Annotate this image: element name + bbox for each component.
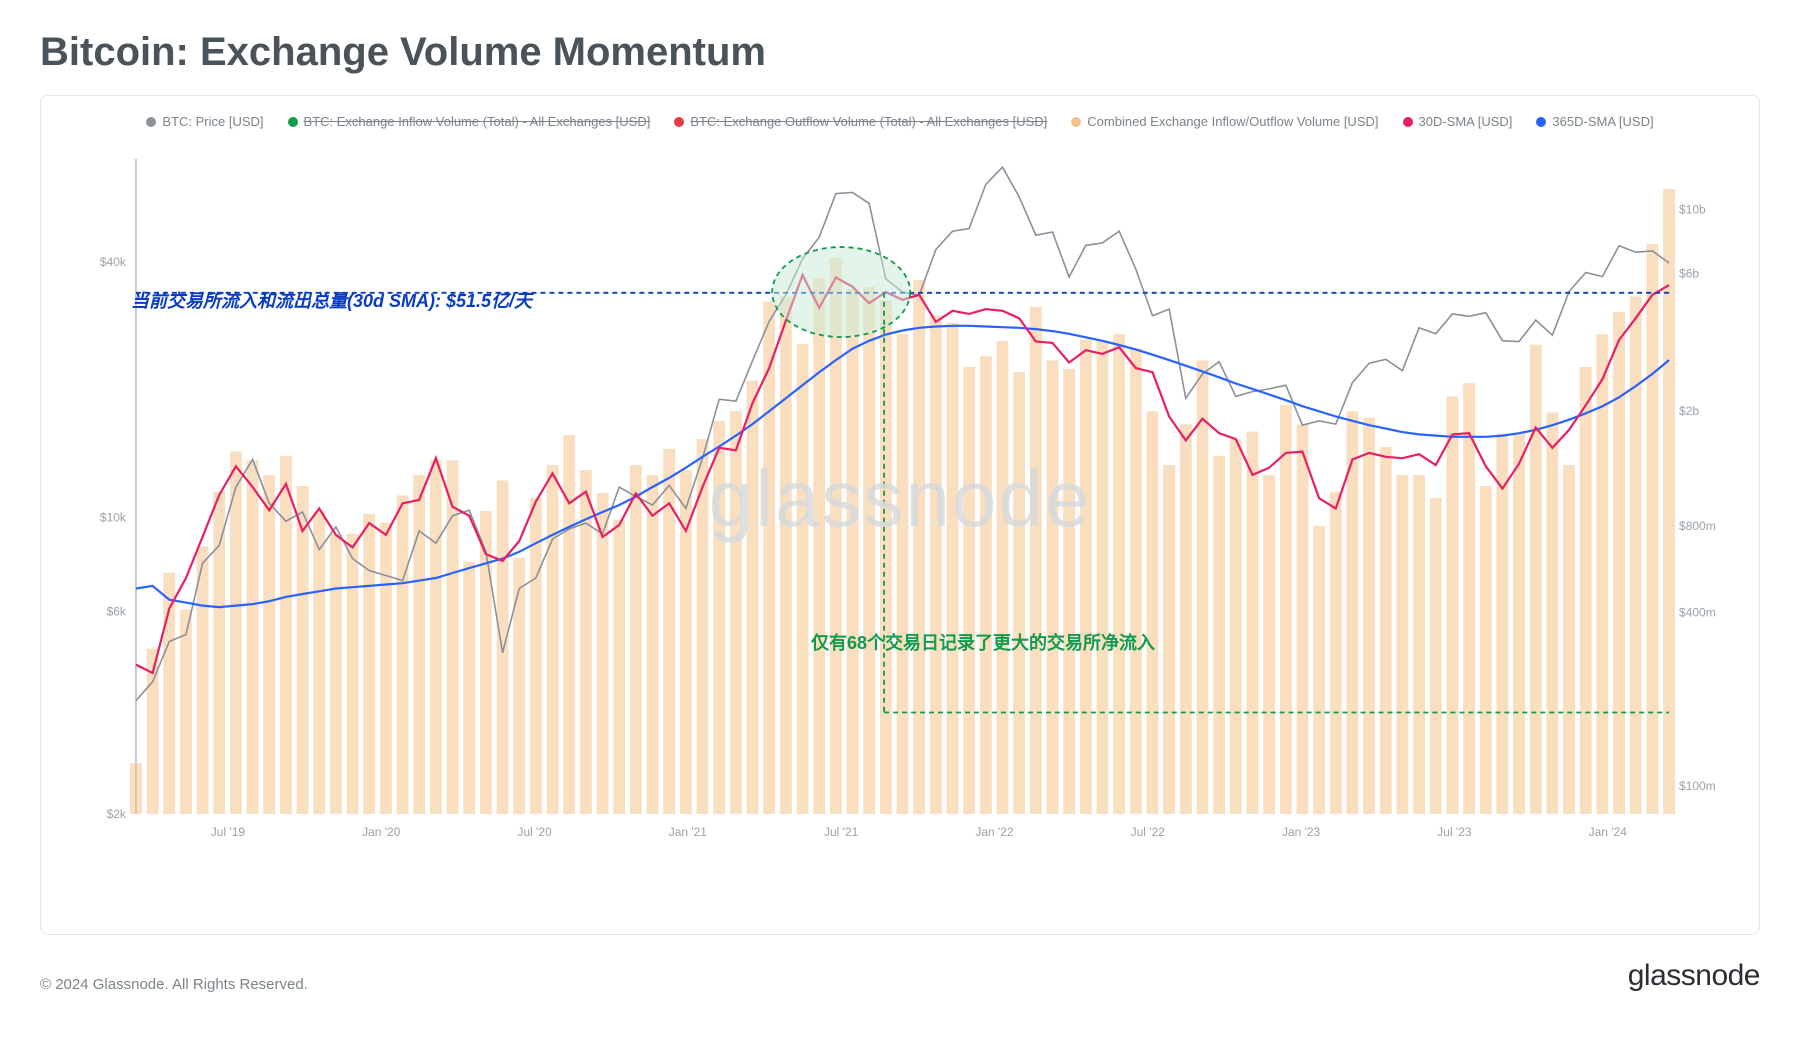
legend-label: BTC: Exchange Outflow Volume (Total) - A… (690, 114, 1047, 129)
legend-label: 365D-SMA [USD] (1552, 114, 1653, 129)
legend-marker (1071, 117, 1081, 127)
legend-marker (1403, 117, 1413, 127)
legend-item[interactable]: 365D-SMA [USD] (1536, 114, 1653, 129)
legend-item[interactable]: BTC: Exchange Outflow Volume (Total) - A… (674, 114, 1047, 129)
chart-title: Bitcoin: Exchange Volume Momentum (40, 30, 1760, 75)
plot-area: $2k $6k $10k $40k $100m $400m $800m $2b $6b $10b J… (71, 139, 1729, 859)
copyright: © 2024 Glassnode. All Rights Reserved. (40, 976, 308, 993)
legend-marker (1536, 117, 1546, 127)
legend-item[interactable]: Combined Exchange Inflow/Outflow Volume … (1071, 114, 1378, 129)
chart-container: BTC: Price [USD] BTC: Exchange Inflow Vol… (40, 95, 1760, 935)
svg-text:$2b: $2b (1679, 404, 1699, 418)
annotation-green: 仅有68个交易日记录了更大的交易所净流入 (811, 629, 1155, 655)
legend-marker (288, 117, 298, 127)
svg-text:Jan '23: Jan '23 (1282, 825, 1321, 839)
legend-marker (674, 117, 684, 127)
legend-item[interactable]: 30D-SMA [USD] (1403, 114, 1513, 129)
svg-text:$10k: $10k (100, 510, 127, 524)
footer: © 2024 Glassnode. All Rights Reserved. g… (40, 959, 1760, 993)
legend-label: BTC: Exchange Inflow Volume (Total) - Al… (304, 114, 651, 129)
legend-item[interactable]: BTC: Exchange Inflow Volume (Total) - Al… (288, 114, 651, 129)
legend-label: BTC: Price [USD] (162, 114, 263, 129)
svg-text:Jul '21: Jul '21 (824, 825, 859, 839)
svg-text:Jul '22: Jul '22 (1131, 825, 1166, 839)
svg-text:$40k: $40k (100, 255, 127, 269)
legend: BTC: Price [USD] BTC: Exchange Inflow Vol… (71, 114, 1729, 129)
legend-label: 30D-SMA [USD] (1419, 114, 1513, 129)
svg-text:$6b: $6b (1679, 267, 1699, 281)
svg-text:$6k: $6k (107, 605, 127, 619)
svg-text:$800m: $800m (1679, 519, 1716, 533)
svg-text:$2k: $2k (107, 807, 127, 821)
svg-text:Jan '21: Jan '21 (669, 825, 708, 839)
legend-item[interactable]: BTC: Price [USD] (146, 114, 263, 129)
annotation-blue: 当前交易所流入和流出总量(30d SMA): $51.5亿/天 (131, 287, 532, 313)
svg-text:$100m: $100m (1679, 779, 1716, 793)
legend-label: Combined Exchange Inflow/Outflow Volume … (1087, 114, 1378, 129)
svg-text:Jan '22: Jan '22 (975, 825, 1014, 839)
svg-text:Jan '20: Jan '20 (362, 825, 401, 839)
legend-marker (146, 117, 156, 127)
svg-text:Jul '20: Jul '20 (517, 825, 552, 839)
svg-text:$10b: $10b (1679, 203, 1706, 217)
svg-text:Jul '19: Jul '19 (211, 825, 246, 839)
svg-text:Jul '23: Jul '23 (1437, 825, 1472, 839)
svg-text:$400m: $400m (1679, 606, 1716, 620)
svg-text:Jan '24: Jan '24 (1589, 825, 1628, 839)
brand-logo-text: glassnode (1628, 959, 1760, 993)
